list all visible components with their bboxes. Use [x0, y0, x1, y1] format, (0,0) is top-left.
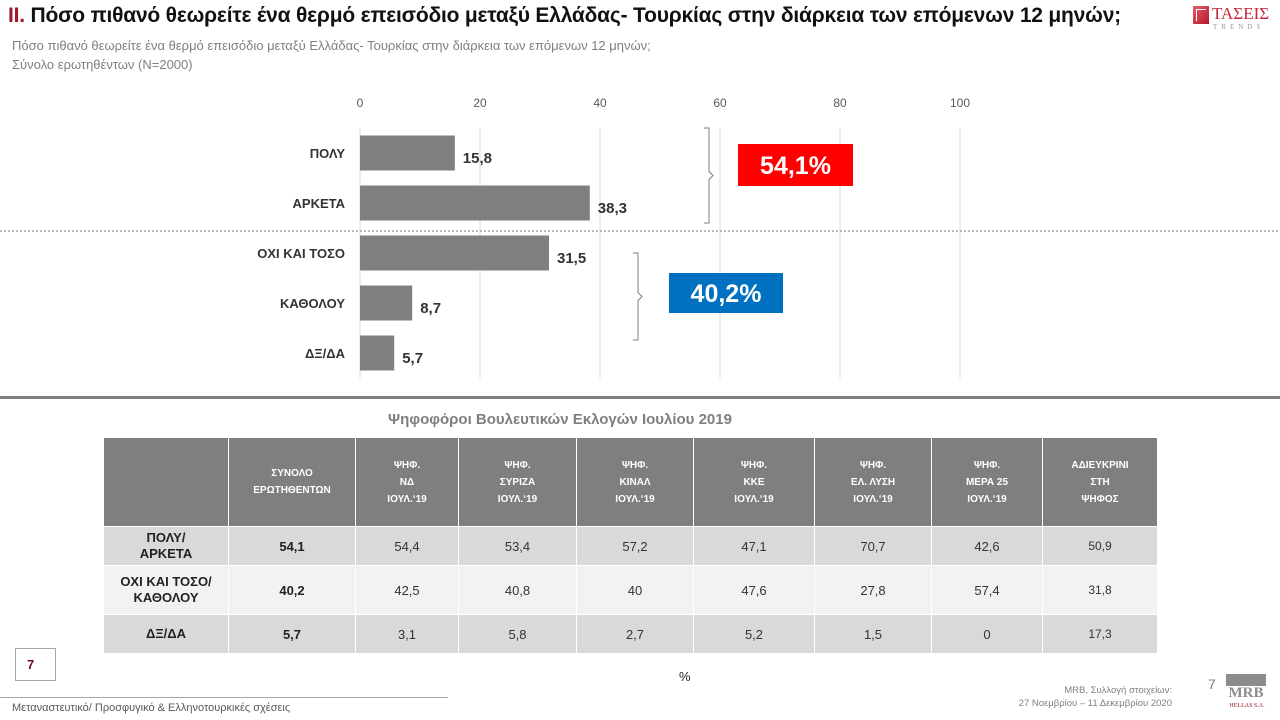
table-title: Ψηφοφόροι Βουλευτικών Εκλογών Ιουλίου 20… — [388, 411, 732, 428]
group-bracket — [704, 127, 714, 224]
page-title: II. Πόσο πιθανό θεωρείτε ένα θερμό επεισ… — [8, 4, 1121, 28]
mrb-logo-subtext: HELLAS S.A. — [1229, 703, 1265, 709]
group-bracket — [633, 252, 643, 341]
row-label: ΔΞ/ΔΑ — [103, 614, 229, 654]
title-number: II. — [8, 4, 25, 27]
table-header-row: ΣΥΝΟΛΟ ΕΡΩΤΗΘΕΝΤΩΝ ΨΗΦ. ΝΔ ΙΟΥΛ.‘19 ΨΗΦ. ΣΥΡΙΖ… — [103, 437, 1158, 527]
page-number: 7 — [1208, 676, 1216, 692]
subtitle-question: Πόσο πιθανό θεωρείτε ένα θερμό επεισόδιο… — [12, 38, 651, 53]
value-cell: 50,9 — [1042, 526, 1158, 566]
group-summary-label: 40,2% — [691, 280, 762, 308]
header-cell: ΑΔΙΕΥΚΡΙΝΙ ΣΤΗ ΨΗΦΟΣ — [1042, 437, 1158, 527]
value-labels: 15,8 38,3 31,5 8,7 5,7 — [402, 150, 627, 367]
value-cell: 0 — [931, 614, 1043, 654]
x-tick-label: 60 — [713, 96, 727, 110]
percent-sign: % — [679, 669, 691, 684]
header-cell: ΨΗΦ. ΝΔ ΙΟΥΛ.‘19 — [355, 437, 459, 527]
bar — [360, 285, 413, 321]
group-summary-box — [738, 144, 853, 186]
x-axis-ticks: 0 20 40 60 80 100 — [357, 96, 971, 110]
footer-section: Μεταναστευτικό/ Προσφυγικό & Ελληνοτουρκ… — [12, 702, 291, 714]
page-box: 7 — [15, 648, 56, 681]
value-cell: 47,1 — [693, 526, 815, 566]
subtitle: Πόσο πιθανό θεωρείτε ένα θερμό επεισόδιο… — [12, 36, 651, 74]
bar-chart: 0 20 40 60 80 100 ΠΟΛΥ ΑΡΚΕΤΑ ΟΧΙ ΚΑΙ ΤΟΣΟ ΚΑΘΟΛ… — [0, 96, 1280, 378]
value-cell: 1,5 — [814, 614, 932, 654]
bar — [360, 335, 395, 371]
value-cell: 54,4 — [355, 526, 459, 566]
logo-text: ΤΑΣΕΙΣ — [1212, 4, 1270, 23]
table-row: ΟΧΙ ΚΑΙ ΤΟΣΟ/ΚΑΘΟΛΟΥ 40,2 42,5 40,8 40 47,6 27… — [103, 565, 1158, 615]
bars — [360, 135, 590, 371]
subtitle-base: Σύνολο ερωτηθέντων (N=2000) — [12, 57, 193, 72]
total-cell: 40,2 — [228, 565, 356, 615]
x-tick-label: 80 — [833, 96, 847, 110]
value-label: 8,7 — [420, 300, 441, 317]
value-cell: 42,5 — [355, 565, 459, 615]
page-box-number: 7 — [27, 657, 35, 672]
group-summary-box — [669, 273, 783, 313]
logo-bar-icon — [1226, 674, 1266, 686]
value-cell: 5,2 — [693, 614, 815, 654]
value-cell: 3,1 — [355, 614, 459, 654]
taseis-trends-logo: ΤΑΣΕΙΣ TRENDS — [1193, 4, 1273, 33]
x-tick-label: 0 — [357, 96, 364, 110]
header-cell: ΨΗΦ. ΣΥΡΙΖΑ ΙΟΥΛ.‘19 — [458, 437, 577, 527]
logo-mark-icon — [1193, 6, 1209, 24]
title-text: Πόσο πιθανό θεωρείτε ένα θερμό επεισόδιο… — [30, 4, 1122, 27]
category-label: ΑΡΚΕΤΑ — [293, 196, 346, 211]
value-label: 5,7 — [402, 350, 423, 367]
value-cell: 53,4 — [458, 526, 577, 566]
header-cell-empty — [103, 437, 229, 527]
crosstab-table: ΣΥΝΟΛΟ ΕΡΩΤΗΘΕΝΤΩΝ ΨΗΦ. ΝΔ ΙΟΥΛ.‘19 ΨΗΦ. ΣΥΡΙΖ… — [103, 437, 1158, 654]
value-cell: 57,4 — [931, 565, 1043, 615]
value-cell: 27,8 — [814, 565, 932, 615]
total-cell: 54,1 — [228, 526, 356, 566]
header-cell: ΨΗΦ. ΚΚΕ ΙΟΥΛ.‘19 — [693, 437, 815, 527]
category-label: ΟΧΙ ΚΑΙ ΤΟΣΟ — [257, 246, 345, 261]
total-cell: 5,7 — [228, 614, 356, 654]
bar — [360, 135, 455, 171]
group-summary-label: 54,1% — [760, 152, 831, 180]
category-label: ΠΟΛΥ — [310, 146, 346, 161]
category-label: ΔΞ/ΔΑ — [305, 346, 346, 361]
value-label: 31,5 — [557, 250, 586, 267]
source-label: MRB, Συλλογή στοιχείων: — [1064, 685, 1172, 696]
source-dates: 27 Νοεμβρίου – 11 Δεκεμβρίου 2020 — [1018, 698, 1172, 709]
bar — [360, 235, 549, 271]
table-row: ΠΟΛΥ/ΑΡΚΕΤΑ 54,1 54,4 53,4 57,2 47,1 70,7 42,6 5… — [103, 526, 1158, 566]
value-cell: 31,8 — [1042, 565, 1158, 615]
logo-subtext: TRENDS — [1213, 23, 1265, 31]
value-cell: 5,8 — [458, 614, 577, 654]
header-cell: ΨΗΦ. ΚΙΝΑΛ ΙΟΥΛ.‘19 — [576, 437, 694, 527]
group-summaries: 54,1% 40,2% — [633, 127, 853, 341]
footer-source: MRB, Συλλογή στοιχείων: 27 Νοεμβρίου – 1… — [1019, 684, 1172, 710]
row-label: ΟΧΙ ΚΑΙ ΤΟΣΟ/ΚΑΘΟΛΟΥ — [103, 565, 229, 615]
value-cell: 17,3 — [1042, 614, 1158, 654]
x-tick-label: 40 — [593, 96, 607, 110]
category-label: ΚΑΘΟΛΟΥ — [280, 296, 345, 311]
x-tick-label: 100 — [950, 96, 970, 110]
value-cell: 57,2 — [576, 526, 694, 566]
header-cell: ΨΗΦ. ΕΛ. ΛΥΣΗ ΙΟΥΛ.‘19 — [814, 437, 932, 527]
category-labels: ΠΟΛΥ ΑΡΚΕΤΑ ΟΧΙ ΚΑΙ ΤΟΣΟ ΚΑΘΟΛΟΥ ΔΞ/ΔΑ — [257, 146, 345, 361]
x-tick-label: 20 — [473, 96, 487, 110]
value-label: 15,8 — [463, 150, 492, 167]
mrb-logo-text: MRB — [1228, 685, 1264, 701]
value-cell: 40,8 — [458, 565, 577, 615]
mrb-logo: MRB HELLAS S.A. — [1226, 674, 1268, 712]
header-cell: ΨΗΦ. ΜΕΡΑ 25 ΙΟΥΛ.‘19 — [931, 437, 1043, 527]
section-divider — [0, 396, 1280, 399]
row-label: ΠΟΛΥ/ΑΡΚΕΤΑ — [103, 526, 229, 566]
value-cell: 40 — [576, 565, 694, 615]
value-cell: 2,7 — [576, 614, 694, 654]
header-cell: ΣΥΝΟΛΟ ΕΡΩΤΗΘΕΝΤΩΝ — [228, 437, 356, 527]
table-row: ΔΞ/ΔΑ 5,7 3,1 5,8 2,7 5,2 1,5 0 17,3 — [103, 614, 1158, 654]
value-cell: 47,6 — [693, 565, 815, 615]
value-label: 38,3 — [598, 200, 627, 217]
bar — [360, 185, 590, 221]
value-cell: 42,6 — [931, 526, 1043, 566]
footer-divider — [0, 697, 448, 698]
value-cell: 70,7 — [814, 526, 932, 566]
